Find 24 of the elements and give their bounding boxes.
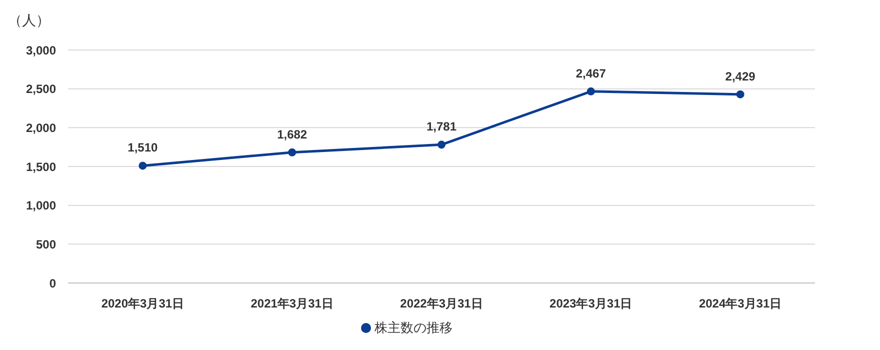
y-tick-label: 1,500 xyxy=(26,160,56,174)
point xyxy=(138,162,147,170)
data-label: 1,510 xyxy=(128,140,158,155)
data-label: 1,682 xyxy=(277,127,308,142)
x-tick-label: 2024年3月31日 xyxy=(698,296,782,311)
y-axis-title: （人） xyxy=(8,12,50,30)
x-tick-label: 2021年3月31日 xyxy=(250,296,334,311)
legend-label: 株主数の推移 xyxy=(374,320,452,335)
y-tick-label: 2,500 xyxy=(26,82,56,96)
y-tick-label: 1,000 xyxy=(26,198,56,213)
data-label: 2,467 xyxy=(576,66,606,80)
y-tick-label: 2,000 xyxy=(26,120,56,135)
point xyxy=(736,90,744,98)
y-tick-label: 500 xyxy=(36,237,56,252)
y-tick-label: 0 xyxy=(49,276,56,290)
x-tick-label: 2022年3月31日 xyxy=(400,296,483,311)
point xyxy=(586,87,595,96)
x-tick-label: 2020年3月31日 xyxy=(101,296,184,311)
point xyxy=(438,140,446,149)
x-tick-label: 2023年3月31日 xyxy=(550,296,632,311)
data-label: 2,429 xyxy=(725,69,756,84)
y-tick-label: 3,000 xyxy=(26,43,56,58)
data-label: 1,781 xyxy=(426,120,457,134)
point xyxy=(288,148,296,156)
